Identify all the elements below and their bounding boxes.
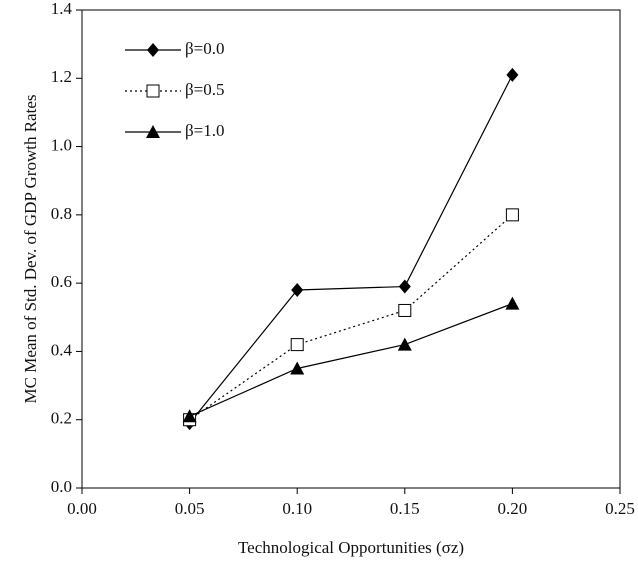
y-tick-label: 0.2: [51, 409, 72, 428]
y-tick-label: 0.6: [51, 272, 72, 291]
y-tick-label: 0.8: [51, 204, 72, 223]
x-tick-label: 0.15: [390, 499, 420, 518]
y-tick-label: 0.0: [51, 477, 72, 496]
marker: [506, 67, 519, 82]
y-axis-label: MC Mean of Std. Dev. of GDP Growth Rates: [21, 95, 40, 404]
legend-marker: [146, 84, 160, 98]
marker: [505, 296, 520, 310]
series-line: [189, 214, 513, 421]
marker: [505, 208, 519, 222]
legend-marker: [147, 43, 159, 57]
x-tick-label: 0.00: [67, 499, 97, 518]
x-axis-label: Technological Opportunities (σz): [238, 538, 464, 557]
marker: [398, 303, 412, 317]
legend-label: β=1.0: [185, 121, 225, 140]
legend-label: β=0.5: [185, 80, 225, 99]
marker: [398, 279, 411, 294]
series-line: [189, 303, 513, 417]
x-tick-label: 0.05: [175, 499, 205, 518]
y-tick-label: 1.4: [51, 0, 73, 18]
marker: [290, 338, 304, 352]
plot-frame: [81, 9, 621, 489]
legend-label: β=0.0: [185, 39, 225, 58]
series-line: [189, 74, 513, 424]
y-tick-label: 1.0: [51, 135, 72, 154]
marker: [182, 409, 197, 423]
y-tick-label: 1.2: [51, 67, 72, 86]
x-tick-label: 0.20: [498, 499, 528, 518]
legend-marker: [146, 125, 160, 138]
x-tick-label: 0.10: [282, 499, 312, 518]
marker: [291, 282, 304, 297]
marker: [290, 361, 305, 375]
x-tick-label: 0.25: [605, 499, 635, 518]
marker: [397, 337, 412, 351]
y-tick-label: 0.4: [51, 340, 73, 359]
